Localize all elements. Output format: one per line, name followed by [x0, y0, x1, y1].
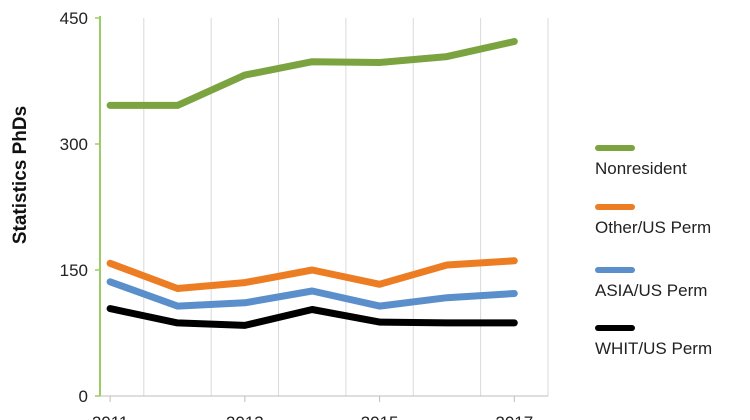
x-axis-ticks: 2011 2013 2015 2017 — [92, 396, 533, 420]
chart-grid — [143, 18, 549, 396]
legend-label: Other/US Perm — [595, 218, 711, 237]
y-tick-label: 300 — [60, 135, 88, 154]
y-tick-label: 150 — [60, 261, 88, 280]
legend-label: WHIT/US Perm — [595, 339, 712, 358]
legend-label: ASIA/US Perm — [595, 281, 707, 300]
series-line — [106, 278, 518, 310]
x-tick-label: 2017 — [495, 413, 533, 420]
legend-label: Nonresident — [595, 159, 687, 178]
series-line — [106, 305, 518, 329]
legend: Nonresident Other/US Perm ASIA/US Perm WHIT… — [595, 145, 712, 358]
y-tick-label: 450 — [60, 9, 88, 28]
y-axis-label: Statistics PhDs — [10, 106, 31, 244]
x-tick-label: 2015 — [361, 413, 399, 420]
x-tick-label: 2011 — [92, 413, 129, 420]
series-line — [106, 257, 518, 292]
y-axis-ticks: 0 150 300 450 — [60, 9, 100, 406]
x-tick-label: 2013 — [226, 413, 264, 420]
series-line — [106, 38, 518, 109]
series-lines — [106, 38, 518, 329]
chart-axes — [99, 16, 548, 397]
y-tick-label: 0 — [79, 387, 88, 406]
